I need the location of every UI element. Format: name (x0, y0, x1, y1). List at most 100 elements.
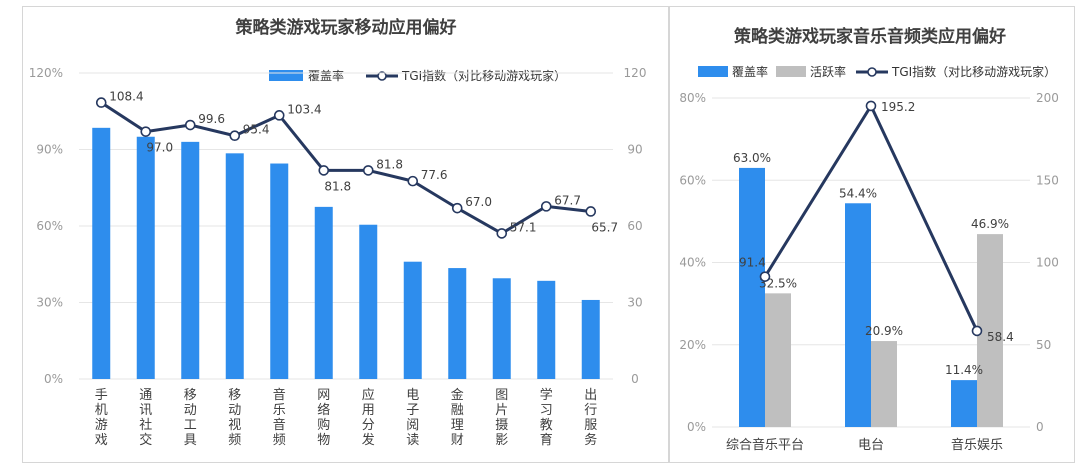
x-tick-label: 学习教育 (540, 387, 553, 448)
y2-tick-label: 0 (1036, 420, 1044, 434)
x-tick-label: 移动工具 (184, 388, 197, 448)
x-tick-label: 图片摄影 (495, 388, 508, 448)
y2-tick-label: 100 (1036, 256, 1059, 270)
chart-title: 策略类游戏玩家音乐音频类应用偏好 (734, 26, 1006, 47)
app-preference-chart: 策略类游戏玩家移动应用偏好 覆盖率 TGI指数（对比移动游戏玩家） 0% 30% 6… (29, 17, 647, 448)
x-tick-label: 应用分发 (362, 387, 375, 448)
data-label-coverage: 63.0% (733, 151, 771, 165)
bar-coverage-5 (270, 163, 289, 379)
data-label-active: 20.9% (865, 324, 903, 338)
chart-legend: 覆盖率 活跃率 TGI指数（对比移动游戏玩家） (698, 64, 1056, 79)
chart-panel-app-preference: 策略类游戏玩家移动应用偏好 覆盖率 TGI指数（对比移动游戏玩家） 0% 30% 6… (22, 6, 669, 463)
chart-panel-music-preference: 策略类游戏玩家音乐音频类应用偏好 覆盖率 活跃率 TGI指数（对比移动游戏玩家）… (669, 6, 1075, 463)
x-tick-label: 手机游戏 (95, 388, 108, 448)
legend-label-tgi: TGI指数（对比移动游戏玩家） (891, 64, 1056, 79)
point-tgi-5 (273, 110, 285, 121)
y-tick-label: 90% (36, 143, 63, 157)
data-label-tgi: 97.0 (146, 141, 173, 155)
legend-swatch-active (776, 66, 806, 77)
y-tick-label: 30% (36, 296, 63, 310)
point-tgi-2 (865, 100, 877, 112)
data-label-tgi: 108.4 (109, 90, 143, 104)
chart-legend: 覆盖率 TGI指数（对比移动游戏玩家） (269, 68, 566, 83)
point-tgi-8 (407, 175, 419, 187)
bar-coverage-7 (359, 224, 378, 379)
point-tgi-11 (540, 201, 552, 212)
y-tick-label: 0% (687, 420, 706, 434)
y-tick-label: 60% (36, 219, 63, 233)
data-label-tgi: 77.6 (421, 168, 448, 182)
y2-tick-label: 50 (1036, 338, 1051, 352)
data-label-coverage: 54.4% (839, 186, 877, 200)
data-label-coverage: 11.4% (945, 363, 983, 377)
point-tgi-1 (95, 97, 107, 108)
point-tgi-9 (451, 202, 463, 214)
y2-tick-label: 200 (1036, 91, 1059, 105)
data-label-tgi: 195.2 (881, 100, 915, 114)
data-label-active: 46.9% (971, 217, 1009, 231)
point-tgi-2 (140, 126, 152, 137)
bar-coverage-10 (492, 278, 511, 379)
x-tick-label: 网络购物 (317, 388, 330, 448)
data-label-tgi: 95.4 (243, 123, 270, 137)
data-label-tgi: 67.0 (465, 195, 492, 209)
x-tick-label: 出行服务 (584, 388, 597, 448)
bar-coverage-1 (739, 167, 765, 427)
point-tgi-7 (362, 165, 374, 176)
legend-marker-tgi (377, 71, 387, 81)
data-label-tgi: 91.4 (739, 256, 766, 270)
plot-area: 0%20%40%60%80%05010015020063.0%32.5%综合音乐… (679, 91, 1059, 453)
x-tick-label: 通讯社交 (139, 388, 152, 448)
bar-coverage-8 (403, 261, 422, 379)
y-tick-label: 0% (44, 372, 63, 386)
x-tick-label: 音乐音频 (273, 387, 286, 448)
bar-coverage-4 (225, 153, 244, 379)
y2-tick-label: 0 (631, 372, 639, 386)
bar-coverage-12 (581, 299, 600, 379)
bar-active-1 (765, 293, 791, 427)
bar-coverage-2 (845, 203, 871, 427)
bar-coverage-9 (448, 268, 467, 379)
bar-coverage-1 (92, 127, 111, 379)
x-tick-label: 金融理财 (451, 387, 464, 448)
legend-label-tgi: TGI指数（对比移动游戏玩家） (401, 68, 566, 83)
y2-tick-label: 90 (627, 143, 642, 157)
plot-area: 0% 30% 60% 90% 120% 0 30 60 90 120 手机游戏 通讯社交 移动工具 移动视… (29, 66, 647, 448)
x-tick-label: 综合音乐平台 (726, 437, 804, 453)
legend-swatch-coverage (698, 66, 728, 77)
y-tick-label: 20% (679, 338, 706, 352)
data-label-tgi: 99.6 (198, 112, 225, 126)
x-tick-label: 音乐娱乐 (951, 437, 1003, 453)
y2-tick-label: 150 (1036, 173, 1059, 187)
data-label-tgi: 81.8 (376, 157, 403, 171)
legend-marker-tgi (867, 67, 877, 77)
chart-title: 策略类游戏玩家移动应用偏好 (236, 17, 457, 38)
y-tick-label: 80% (679, 91, 706, 105)
data-label-tgi: 57.1 (510, 220, 537, 234)
bar-coverage-6 (314, 206, 333, 379)
point-tgi-3 (971, 325, 983, 337)
data-label-tgi: 81.8 (324, 179, 351, 193)
data-label-tgi: 65.7 (591, 220, 618, 234)
data-label-tgi: 103.4 (287, 102, 321, 116)
point-tgi-1 (759, 271, 771, 282)
point-tgi-12 (585, 206, 597, 217)
y-tick-label: 40% (679, 256, 706, 270)
bar-coverage-2 (136, 136, 155, 379)
music-preference-chart: 策略类游戏玩家音乐音频类应用偏好 覆盖率 活跃率 TGI指数（对比移动游戏玩家）… (679, 26, 1059, 453)
point-tgi-10 (496, 228, 508, 239)
point-tgi-3 (184, 119, 196, 131)
point-tgi-4 (229, 130, 241, 142)
x-tick-label: 电子阅读 (406, 388, 419, 448)
legend-label-active: 活跃率 (810, 64, 846, 79)
legend-label-coverage: 覆盖率 (732, 64, 768, 79)
bar-coverage-3 (181, 141, 200, 379)
data-label-tgi: 58.4 (987, 330, 1014, 344)
legend-swatch-coverage (269, 70, 303, 81)
y-tick-label: 60% (679, 173, 706, 187)
y2-tick-label: 30 (627, 296, 642, 310)
y2-tick-label: 120 (624, 66, 647, 80)
x-tick-label: 电台 (858, 438, 884, 453)
y2-tick-label: 60 (627, 219, 642, 233)
